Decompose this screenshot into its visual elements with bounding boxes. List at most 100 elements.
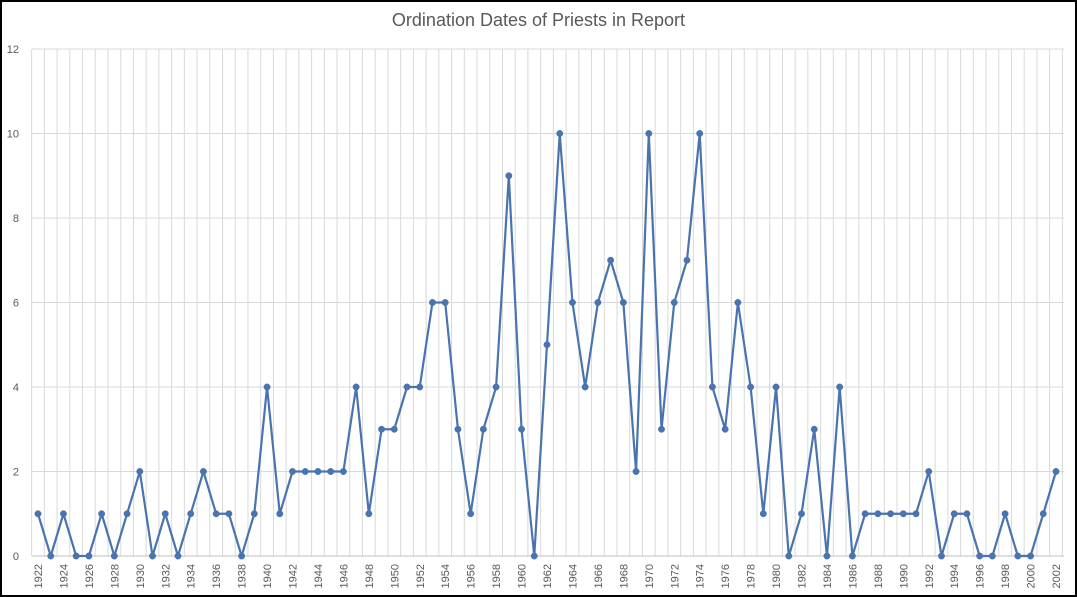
x-tick-label: 1938	[237, 564, 249, 588]
data-point	[492, 383, 500, 391]
data-point	[250, 510, 258, 518]
data-point	[136, 468, 144, 475]
data-point	[110, 552, 118, 560]
x-tick-label: 1958	[491, 564, 503, 588]
data-point	[416, 383, 424, 391]
data-point	[543, 341, 551, 349]
series	[34, 130, 1060, 560]
x-tick-label: 1930	[135, 564, 147, 588]
data-point	[785, 552, 793, 560]
x-tick-label: 1922	[33, 564, 45, 588]
x-tick-label: 1986	[847, 564, 859, 588]
data-point	[594, 299, 602, 306]
x-tick-label: 1944	[313, 564, 325, 588]
data-point	[429, 299, 436, 306]
x-tick-label: 1996	[975, 564, 987, 588]
x-tick-label: 1972	[669, 564, 681, 588]
x-tick-label: 1982	[797, 564, 809, 588]
data-point	[518, 425, 525, 433]
data-point	[34, 510, 42, 518]
data-point	[1027, 552, 1035, 560]
data-point	[301, 468, 309, 475]
data-point	[161, 510, 169, 518]
data-point	[238, 552, 246, 560]
data-point	[670, 299, 678, 306]
x-tick-label: 1990	[898, 564, 910, 588]
data-point	[378, 425, 386, 433]
data-point	[619, 299, 627, 306]
x-tick-label: 1950	[389, 564, 401, 588]
data-point	[314, 468, 322, 475]
data-point	[47, 552, 55, 560]
data-point	[772, 383, 780, 391]
x-tick-label: 1964	[567, 564, 579, 588]
data-point	[1039, 510, 1047, 518]
data-point	[912, 510, 920, 518]
data-point	[696, 130, 704, 137]
data-point	[874, 510, 882, 518]
x-tick-label: 1940	[262, 564, 274, 588]
data-point	[798, 510, 805, 518]
x-tick-label: 1966	[593, 564, 605, 588]
y-tick-label: 8	[13, 213, 19, 225]
data-point	[963, 510, 971, 518]
gridlines	[31, 48, 1064, 557]
y-tick-label: 2	[13, 467, 19, 479]
data-point	[950, 510, 958, 518]
data-point	[938, 552, 945, 560]
data-point	[899, 510, 907, 518]
data-point	[721, 425, 729, 433]
data-point	[365, 510, 373, 518]
data-point	[823, 552, 831, 560]
chart-title: Ordination Dates of Priests in Report	[391, 10, 686, 30]
x-tick-label: 1960	[517, 564, 529, 588]
x-axis: 1922 1924 1926 1928 1930 1932 1934 1936 1938 1940…	[33, 564, 1063, 588]
data-point	[149, 552, 156, 560]
data-point	[988, 552, 996, 560]
data-point	[276, 510, 284, 518]
data-point	[263, 383, 271, 391]
x-tick-label: 1928	[109, 564, 121, 588]
data-point	[479, 425, 487, 433]
x-tick-label: 1954	[440, 564, 452, 588]
x-tick-label: 1924	[58, 564, 70, 588]
data-point	[569, 299, 576, 306]
x-tick-label: 1936	[211, 564, 223, 588]
data-point	[556, 130, 564, 137]
y-tick-label: 10	[7, 129, 19, 141]
x-tick-label: 1926	[84, 564, 96, 588]
data-point	[72, 552, 80, 560]
data-point	[454, 425, 462, 433]
data-point	[747, 383, 755, 391]
x-tick-label: 1974	[695, 564, 707, 588]
data-point	[390, 425, 398, 433]
data-point	[174, 552, 182, 560]
data-point	[810, 425, 818, 433]
data-point	[658, 425, 665, 433]
data-point	[861, 510, 869, 518]
data-point	[467, 510, 475, 518]
data-point	[123, 510, 131, 518]
data-point	[1052, 468, 1060, 475]
data-point	[403, 383, 411, 391]
y-tick-label: 4	[13, 382, 19, 394]
data-point	[759, 510, 767, 518]
x-tick-label: 1980	[771, 564, 783, 588]
x-tick-label: 1994	[949, 564, 961, 588]
data-point	[848, 552, 856, 560]
data-point	[212, 510, 220, 518]
x-tick-label: 1984	[822, 564, 834, 588]
data-point	[225, 510, 233, 518]
x-tick-label: 1956	[466, 564, 478, 588]
data-point	[441, 299, 449, 306]
data-point	[632, 468, 640, 475]
data-point	[1001, 510, 1009, 518]
data-point	[339, 468, 347, 475]
data-point	[187, 510, 195, 518]
data-point	[607, 256, 615, 264]
data-point	[85, 552, 93, 560]
x-tick-label: 1946	[338, 564, 350, 588]
x-tick-label: 1962	[542, 564, 554, 588]
data-point	[683, 256, 691, 264]
